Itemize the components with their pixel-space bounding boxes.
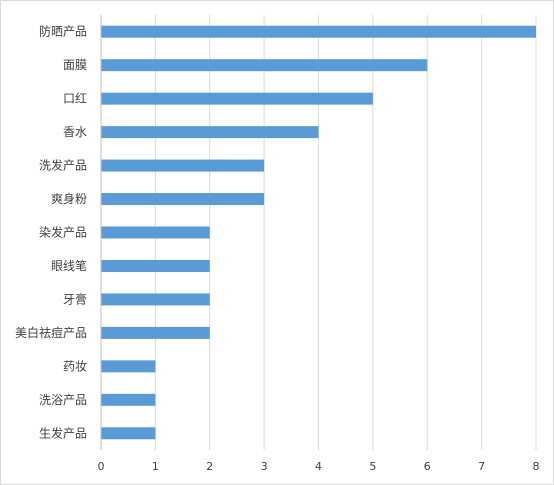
bar-12 [101, 393, 156, 406]
bar-8 [101, 259, 210, 272]
bar-3 [101, 92, 373, 105]
x-tick-label-2: 2 [206, 460, 213, 473]
category-label-13: 生发产品 [39, 425, 87, 440]
bar-1 [101, 25, 536, 38]
category-labels: 防晒产品面膜口红香水洗发产品爽身粉染发产品眼线笔牙膏美白祛痘产品药妆洗浴产品生发… [15, 24, 87, 441]
bar-9 [101, 293, 210, 306]
x-tick-label-0: 0 [98, 460, 105, 473]
bar-4 [101, 126, 319, 139]
x-tick-label-5: 5 [369, 460, 376, 473]
bar-6 [101, 193, 265, 206]
bar-10 [101, 326, 210, 339]
bar-2 [101, 59, 428, 72]
x-tick-label-1: 1 [152, 460, 159, 473]
category-label-5: 洗发产品 [39, 158, 87, 173]
bar-13 [101, 427, 156, 440]
x-tick-label-4: 4 [315, 460, 322, 473]
category-label-11: 药妆 [63, 359, 87, 373]
x-tick-label-8: 8 [533, 460, 540, 473]
category-label-8: 眼线笔 [51, 258, 87, 273]
category-label-10: 美白祛痘产品 [15, 325, 87, 340]
x-tick-label-3: 3 [261, 460, 268, 473]
category-label-9: 牙膏 [63, 291, 87, 306]
x-tick-labels: 0 1 2 3 4 5 6 7 8 [98, 460, 540, 473]
category-label-6: 爽身粉 [51, 191, 87, 206]
x-tick-label-7: 7 [478, 460, 485, 473]
category-label-1: 防晒产品 [39, 24, 87, 39]
bars [101, 25, 536, 440]
gridlines [154, 15, 537, 450]
category-label-3: 口红 [63, 91, 87, 106]
category-label-7: 染发产品 [39, 225, 87, 240]
category-label-2: 面膜 [63, 58, 87, 72]
bar-7 [101, 226, 210, 239]
bar-5 [101, 159, 265, 172]
category-label-4: 香水 [63, 125, 87, 139]
category-label-12: 洗浴产品 [39, 393, 87, 407]
x-tick-label-6: 6 [424, 460, 431, 473]
bar-11 [101, 360, 156, 373]
